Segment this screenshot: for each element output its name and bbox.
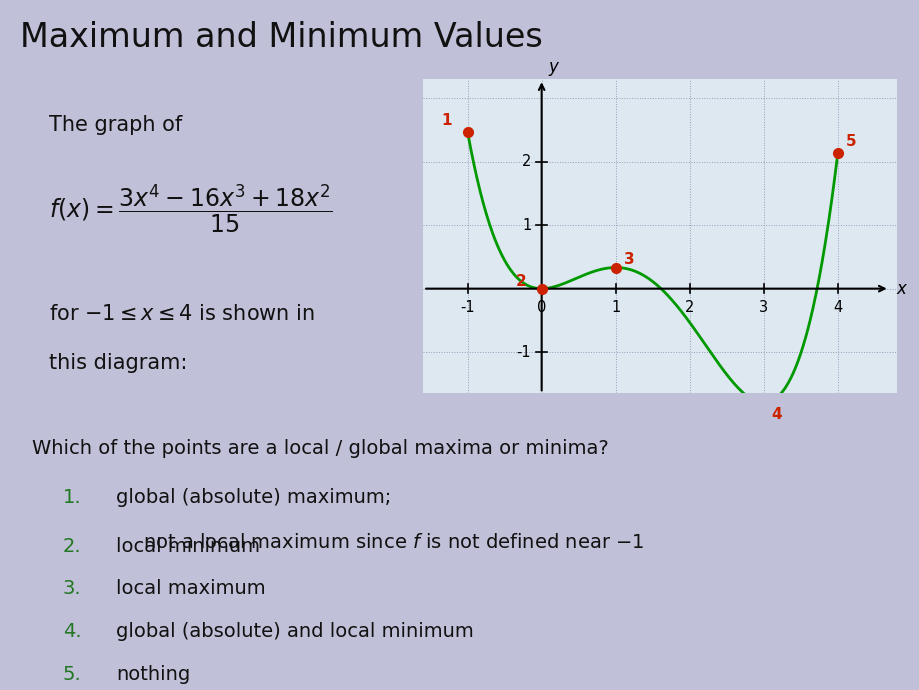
Text: 2: 2: [685, 300, 694, 315]
Text: 4: 4: [833, 300, 842, 315]
Text: this diagram:: this diagram:: [50, 353, 187, 373]
Text: 2: 2: [515, 273, 526, 288]
Text: 1: 1: [441, 113, 451, 128]
Text: Which of the points are a local / global maxima or minima?: Which of the points are a local / global…: [31, 439, 607, 458]
Text: global (absolute) maximum;: global (absolute) maximum;: [117, 488, 391, 506]
Text: 3: 3: [758, 300, 767, 315]
Text: Maximum and Minimum Values: Maximum and Minimum Values: [20, 21, 542, 55]
Text: 4: 4: [771, 406, 781, 422]
Text: 5.: 5.: [62, 664, 82, 684]
Text: 1.: 1.: [62, 488, 82, 506]
Text: 3: 3: [623, 253, 633, 268]
Text: $x$: $x$: [894, 279, 907, 297]
Text: global (absolute) and local minimum: global (absolute) and local minimum: [117, 622, 473, 641]
Text: -1: -1: [460, 300, 474, 315]
Text: $f(x) = \dfrac{3x^4 - 16x^3 + 18x^2}{15}$: $f(x) = \dfrac{3x^4 - 16x^3 + 18x^2}{15}…: [50, 182, 333, 235]
Text: $y$: $y$: [547, 60, 560, 78]
Text: 1: 1: [521, 218, 530, 233]
Text: 5: 5: [845, 135, 856, 150]
Text: for $-1 \leq x \leq 4$ is shown in: for $-1 \leq x \leq 4$ is shown in: [50, 304, 315, 324]
Text: 0: 0: [537, 300, 546, 315]
Text: 4.: 4.: [62, 622, 82, 641]
Text: local minimum: local minimum: [117, 537, 260, 555]
Text: -1: -1: [516, 344, 530, 359]
Text: local maximum: local maximum: [117, 580, 266, 598]
Text: nothing: nothing: [117, 664, 190, 684]
Text: 1: 1: [610, 300, 619, 315]
Text: 2: 2: [521, 155, 530, 169]
Text: 2.: 2.: [62, 537, 82, 555]
Text: The graph of: The graph of: [50, 115, 183, 135]
Text: not a local maximum since $f$ is not defined near $-1$: not a local maximum since $f$ is not def…: [143, 533, 644, 553]
Text: 3.: 3.: [62, 580, 82, 598]
